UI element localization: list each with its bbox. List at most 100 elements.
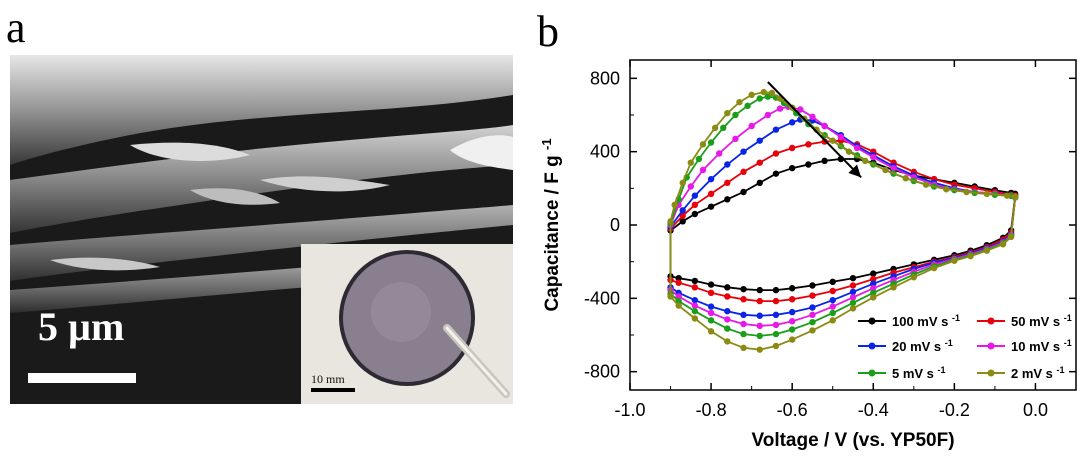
data-point bbox=[870, 285, 877, 292]
data-point bbox=[724, 307, 731, 315]
legend-label: 100 mV s -1 bbox=[892, 313, 960, 329]
data-point bbox=[740, 311, 747, 319]
data-point bbox=[849, 305, 857, 312]
data-point bbox=[788, 144, 796, 152]
data-point bbox=[870, 289, 877, 297]
data-point bbox=[983, 190, 990, 198]
data-point bbox=[764, 93, 772, 100]
data-point bbox=[691, 307, 699, 315]
data-point bbox=[707, 175, 715, 183]
cv-chart: -1.0 -0.8 -0.6 -0.4 -0.2 0.0 -800 -400 0 400 800 1… bbox=[539, 59, 1077, 451]
data-point bbox=[756, 159, 763, 166]
data-point bbox=[675, 293, 682, 300]
data-point bbox=[772, 321, 780, 329]
data-point bbox=[829, 296, 836, 304]
x-tick-label: -0.6 bbox=[777, 400, 808, 420]
y-tick-label: -400 bbox=[584, 288, 620, 308]
data-point bbox=[724, 338, 731, 345]
data-point bbox=[736, 98, 743, 106]
data-point bbox=[870, 275, 877, 283]
trend-arrow bbox=[767, 81, 862, 179]
data-point bbox=[667, 218, 674, 225]
data-point bbox=[829, 137, 836, 144]
data-point bbox=[675, 274, 682, 282]
data-point bbox=[870, 153, 877, 161]
data-point bbox=[1003, 192, 1011, 199]
legend-label-superscript: -1 bbox=[1064, 338, 1072, 348]
legend-label-superscript: -1 bbox=[945, 338, 953, 348]
data-point bbox=[720, 124, 727, 132]
data-point bbox=[740, 330, 747, 338]
data-point bbox=[870, 294, 877, 301]
data-point bbox=[740, 188, 747, 196]
data-point bbox=[732, 135, 739, 143]
data-point bbox=[732, 111, 739, 119]
data-point bbox=[724, 316, 731, 323]
scale-bar bbox=[28, 373, 136, 383]
series bbox=[667, 155, 1019, 294]
legend-entry: 50 mV s -1 bbox=[977, 313, 1072, 329]
data-point bbox=[809, 304, 816, 311]
data-point bbox=[724, 179, 731, 187]
data-point bbox=[829, 309, 836, 317]
data-point bbox=[756, 179, 763, 187]
data-point bbox=[724, 161, 731, 168]
x-tick-label: -0.4 bbox=[858, 400, 889, 420]
legend-marker bbox=[868, 317, 876, 325]
x-tick-label: -1.0 bbox=[614, 400, 645, 420]
data-point bbox=[772, 126, 780, 133]
data-point bbox=[691, 296, 699, 304]
data-point bbox=[679, 207, 686, 214]
data-point bbox=[748, 91, 755, 99]
data-point bbox=[679, 179, 686, 187]
sem-texture bbox=[10, 55, 513, 404]
arrow-head bbox=[848, 164, 862, 178]
data-point bbox=[797, 106, 804, 113]
data-point bbox=[870, 280, 877, 287]
data-point bbox=[999, 241, 1007, 248]
data-point bbox=[768, 89, 776, 97]
data-point bbox=[788, 308, 796, 316]
data-point bbox=[756, 137, 763, 144]
data-point bbox=[809, 113, 816, 121]
data-point bbox=[756, 297, 763, 305]
data-point bbox=[691, 192, 699, 199]
data-point bbox=[740, 296, 747, 303]
series-line bbox=[669, 158, 1017, 291]
data-point bbox=[707, 317, 715, 324]
data-point bbox=[756, 312, 763, 319]
data-point bbox=[772, 170, 780, 177]
legend-label: 20 mV s -1 bbox=[892, 338, 953, 354]
data-point bbox=[740, 168, 747, 176]
panel-letter-b: b bbox=[537, 7, 559, 56]
data-point bbox=[861, 157, 869, 165]
inset-scale-bar bbox=[311, 388, 355, 392]
legend-entry: 5 mV s -1 bbox=[858, 365, 946, 381]
data-point bbox=[849, 274, 857, 282]
data-point bbox=[724, 109, 731, 117]
data-point bbox=[809, 292, 816, 299]
data-point bbox=[829, 303, 836, 310]
data-point bbox=[809, 327, 816, 334]
data-point bbox=[772, 342, 780, 350]
data-point bbox=[788, 285, 796, 292]
data-point bbox=[671, 201, 678, 209]
data-point bbox=[776, 105, 784, 112]
y-tick-label: 0 bbox=[610, 215, 620, 235]
data-point bbox=[805, 141, 812, 148]
data-point bbox=[716, 150, 723, 157]
data-point bbox=[707, 203, 715, 210]
data-point bbox=[691, 201, 699, 209]
inset-disc-image bbox=[339, 250, 510, 398]
data-point bbox=[691, 210, 699, 218]
data-point bbox=[695, 155, 703, 163]
scale-bar-label: 5 µm bbox=[38, 304, 125, 349]
legend-label-superscript: -1 bbox=[938, 365, 946, 375]
data-point bbox=[805, 161, 812, 168]
data-point bbox=[821, 122, 828, 130]
data-point bbox=[837, 133, 845, 141]
data-point bbox=[707, 309, 715, 317]
data-point bbox=[829, 317, 836, 324]
data-point bbox=[890, 284, 897, 291]
data-point bbox=[849, 288, 857, 296]
